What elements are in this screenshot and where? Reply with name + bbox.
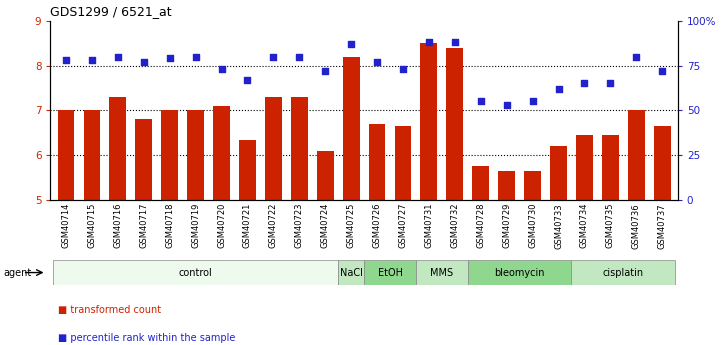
Bar bbox=[239, 140, 256, 200]
Text: ■ percentile rank within the sample: ■ percentile rank within the sample bbox=[58, 333, 235, 343]
Bar bbox=[394, 126, 412, 200]
Text: control: control bbox=[179, 268, 213, 277]
Text: bleomycin: bleomycin bbox=[495, 268, 545, 277]
Bar bbox=[265, 97, 282, 200]
Point bbox=[345, 41, 357, 47]
Bar bbox=[446, 48, 464, 200]
Bar bbox=[213, 106, 230, 200]
Text: ■ transformed count: ■ transformed count bbox=[58, 306, 161, 315]
Bar bbox=[110, 97, 126, 200]
Point bbox=[553, 86, 565, 92]
Bar bbox=[576, 135, 593, 200]
Bar bbox=[602, 135, 619, 200]
Point bbox=[87, 57, 98, 63]
Bar bbox=[416, 260, 468, 285]
Point bbox=[138, 59, 149, 65]
Bar bbox=[187, 110, 204, 200]
Bar bbox=[368, 124, 386, 200]
Point bbox=[267, 54, 279, 59]
Point bbox=[423, 39, 435, 45]
Text: agent: agent bbox=[4, 268, 32, 277]
Bar bbox=[58, 110, 74, 200]
Bar bbox=[628, 110, 645, 200]
Bar bbox=[338, 260, 364, 285]
Point bbox=[605, 81, 616, 86]
Text: MMS: MMS bbox=[430, 268, 454, 277]
Bar bbox=[136, 119, 152, 200]
Point bbox=[475, 99, 487, 104]
Point bbox=[527, 99, 539, 104]
Point bbox=[242, 77, 253, 83]
Bar bbox=[468, 260, 572, 285]
Bar bbox=[498, 171, 515, 200]
Text: EtOH: EtOH bbox=[378, 268, 402, 277]
Bar bbox=[162, 110, 178, 200]
Point bbox=[371, 59, 383, 65]
Bar bbox=[572, 260, 675, 285]
Point bbox=[216, 66, 227, 72]
Bar bbox=[550, 146, 567, 200]
Bar bbox=[342, 57, 360, 200]
Point bbox=[449, 39, 461, 45]
Point bbox=[319, 68, 331, 74]
Bar bbox=[420, 43, 438, 200]
Bar bbox=[364, 260, 416, 285]
Bar bbox=[291, 97, 308, 200]
Point bbox=[164, 56, 175, 61]
Point bbox=[630, 54, 642, 59]
Point bbox=[112, 54, 123, 59]
Point bbox=[397, 66, 409, 72]
Bar bbox=[472, 167, 489, 200]
Point bbox=[61, 57, 72, 63]
Bar bbox=[53, 260, 338, 285]
Text: NaCl: NaCl bbox=[340, 268, 363, 277]
Point bbox=[501, 102, 513, 108]
Point bbox=[656, 68, 668, 74]
Bar bbox=[654, 126, 671, 200]
Point bbox=[579, 81, 590, 86]
Point bbox=[293, 54, 305, 59]
Point bbox=[190, 54, 201, 59]
Bar bbox=[84, 110, 100, 200]
Text: cisplatin: cisplatin bbox=[603, 268, 644, 277]
Bar bbox=[317, 151, 334, 200]
Bar bbox=[524, 171, 541, 200]
Text: GDS1299 / 6521_at: GDS1299 / 6521_at bbox=[50, 5, 172, 18]
